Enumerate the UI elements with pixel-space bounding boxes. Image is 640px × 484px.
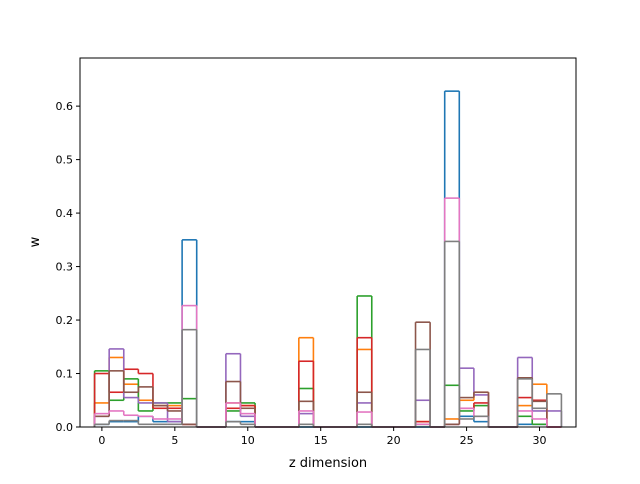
y-tick-label: 0.5 <box>56 154 74 167</box>
y-tick-label: 0.1 <box>56 368 74 381</box>
x-tick-label: 30 <box>533 434 547 447</box>
y-tick-label: 0.0 <box>56 421 74 434</box>
plot-frame <box>79 57 577 428</box>
y-tick-label: 0.2 <box>56 314 74 327</box>
x-axis-label: z dimension <box>289 456 367 471</box>
x-tick-label: 0 <box>98 434 105 447</box>
x-tick-label: 15 <box>314 434 328 447</box>
y-axis-label: w <box>28 236 43 247</box>
x-tick-label: 20 <box>387 434 401 447</box>
x-tick-label: 10 <box>241 434 255 447</box>
x-tick-label: 25 <box>460 434 474 447</box>
y-ticks: 0.0 0.1 0.2 0.3 0.4 0.5 0.6 <box>56 100 80 434</box>
x-ticks: 0 5 10 15 20 25 30 <box>98 427 547 447</box>
y-tick-label: 0.3 <box>56 261 74 274</box>
x-tick-label: 5 <box>171 434 178 447</box>
y-tick-label: 0.6 <box>56 100 74 113</box>
y-tick-label: 0.4 <box>56 207 74 220</box>
